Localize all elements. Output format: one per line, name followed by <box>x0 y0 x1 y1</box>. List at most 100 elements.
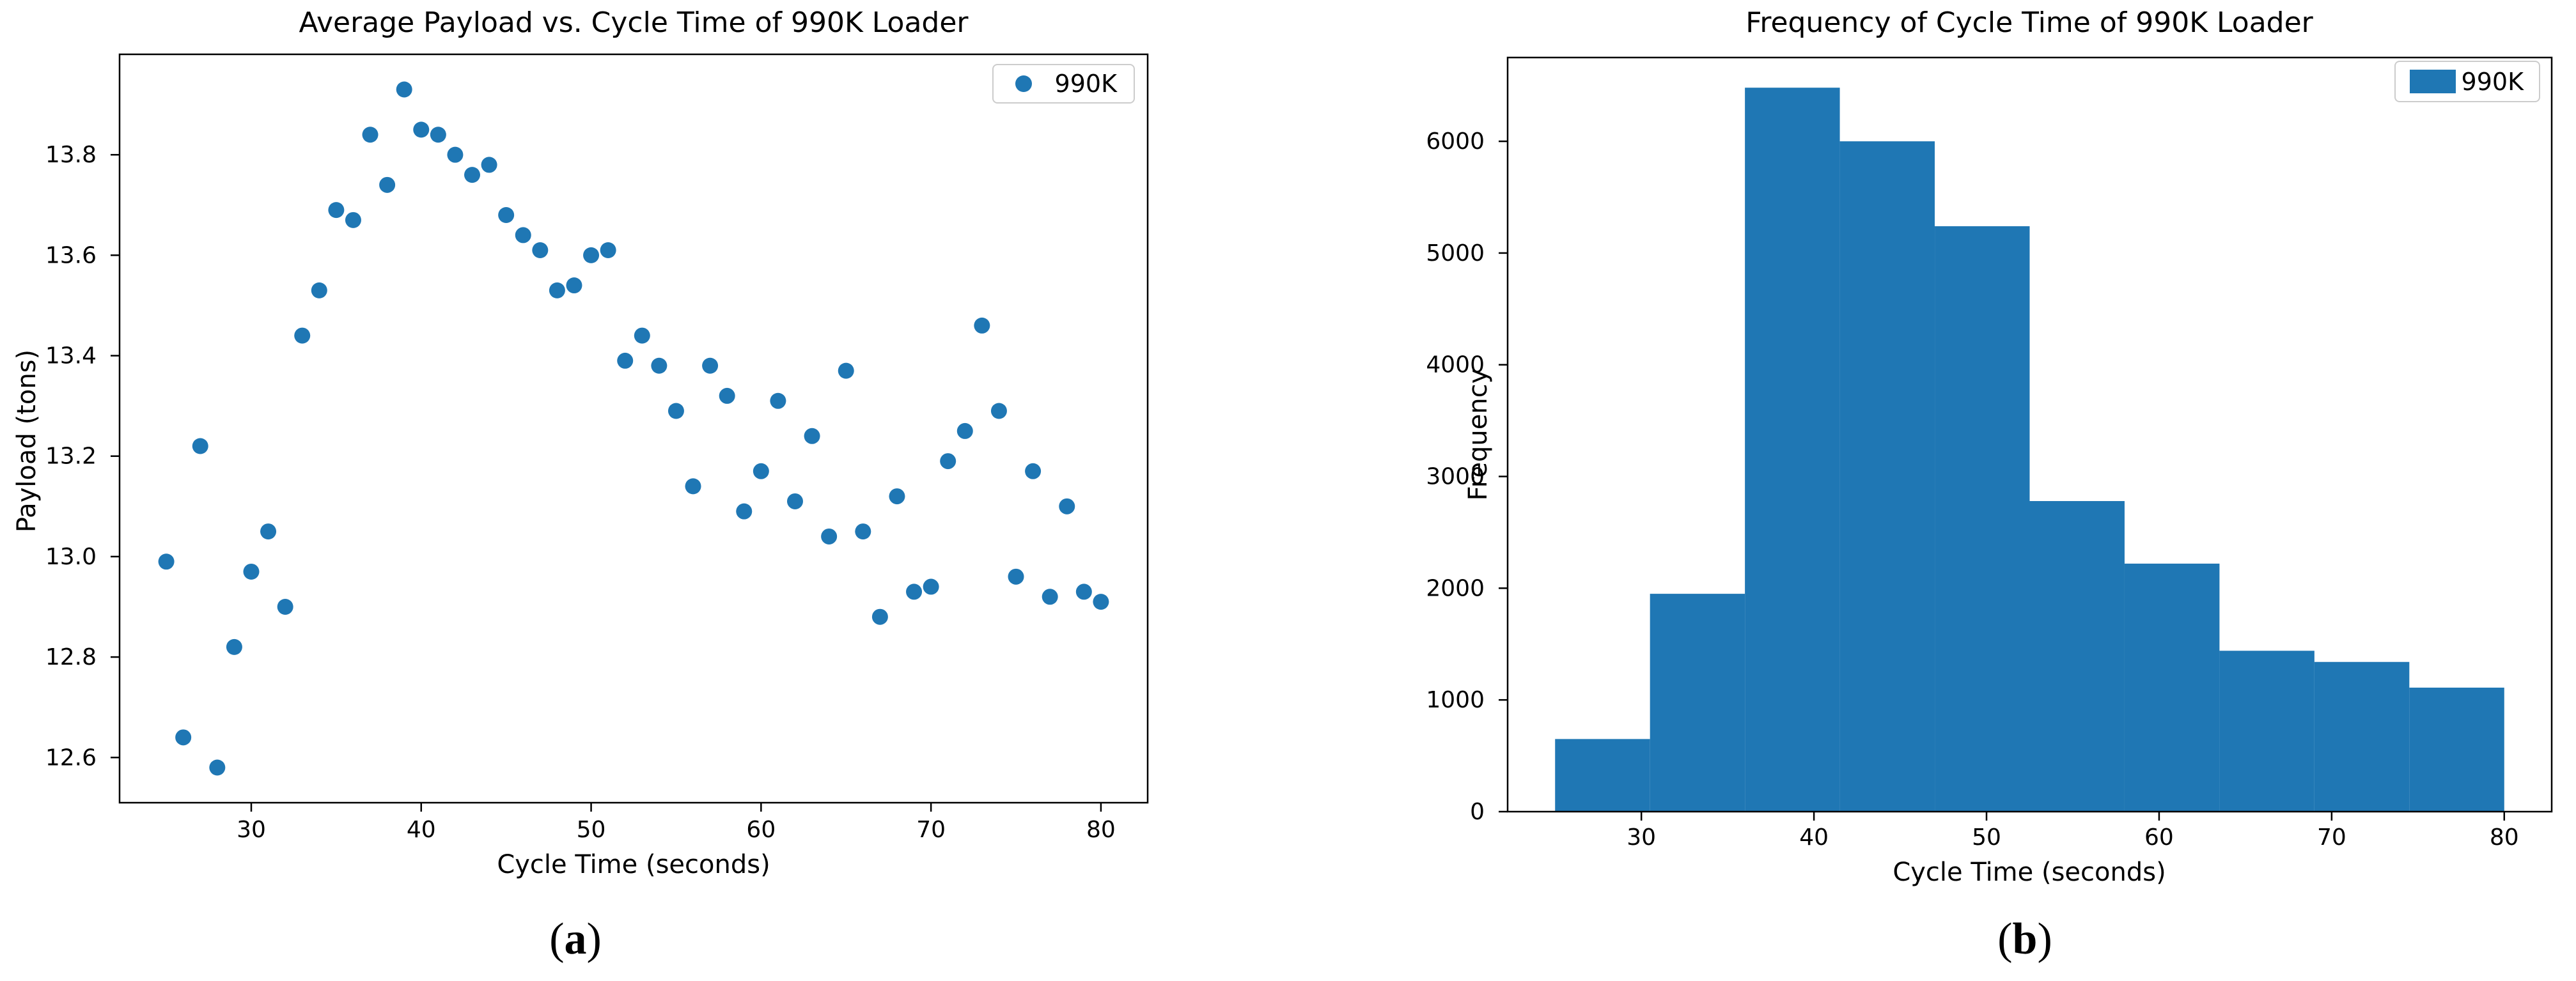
x-tick-label: 30 <box>237 817 266 843</box>
scatter-point <box>532 242 549 259</box>
x-tick-label: 60 <box>746 817 776 843</box>
scatter-point <box>804 428 820 444</box>
scatter-point <box>158 553 175 570</box>
caption-paren: ) <box>2037 915 2052 964</box>
scatter-point <box>209 759 226 776</box>
scatter-point <box>379 176 396 193</box>
histogram-xaxis-label: Cycle Time (seconds) <box>1893 858 2166 887</box>
scatter-point <box>396 81 412 98</box>
y-tick-label: 13.2 <box>45 444 97 470</box>
hist-bar <box>1555 739 1650 812</box>
scatter-point <box>260 523 277 540</box>
caption-a: (a) <box>549 914 602 965</box>
scatter-point <box>277 598 293 615</box>
scatter-point <box>889 488 905 505</box>
scatter-point <box>447 146 464 163</box>
y-tick-label: 1000 <box>1426 687 1485 713</box>
x-tick-label: 40 <box>407 817 436 843</box>
scatter-xaxis-label: Cycle Time (seconds) <box>497 850 770 879</box>
scatter-point <box>328 202 345 219</box>
x-tick-label: 50 <box>1972 824 2001 851</box>
y-tick-label: 13.6 <box>45 242 97 268</box>
histogram-plot-border <box>1506 56 2553 813</box>
scatter-point <box>956 422 973 439</box>
scatter-point <box>481 157 497 173</box>
scatter-point <box>345 212 361 228</box>
legend-label: 990K <box>2461 67 2524 96</box>
caption-letter: b <box>2012 915 2038 964</box>
hist-bar <box>1650 594 1745 812</box>
scatter-point <box>226 638 242 655</box>
y-tick-label: 13.0 <box>45 544 97 570</box>
scatter-point <box>736 503 753 520</box>
histogram-legend: 990K <box>2394 61 2540 102</box>
caption-paren: ) <box>586 915 602 964</box>
scatter-point <box>770 392 786 409</box>
scatter-point <box>175 729 192 746</box>
scatter-legend: 990K <box>992 64 1135 104</box>
hist-bar <box>1839 141 1935 812</box>
hist-bar <box>2124 563 2220 812</box>
x-tick-label: 80 <box>1086 817 1116 843</box>
hist-bar <box>2314 661 2410 812</box>
scatter-point <box>617 352 634 369</box>
caption-b: (b) <box>1997 914 2052 965</box>
x-tick-label: 80 <box>2490 824 2519 851</box>
scatter-point <box>243 563 260 580</box>
hist-bar <box>2409 687 2504 812</box>
x-tick-label: 30 <box>1627 824 1656 851</box>
scatter-plot-border <box>118 53 1149 804</box>
scatter-point <box>651 357 667 374</box>
scatter-point <box>1059 498 1075 514</box>
scatter-point <box>871 608 888 625</box>
scatter-point <box>1093 594 1109 610</box>
x-tick-label: 70 <box>916 817 946 843</box>
caption-letter: a <box>564 915 587 964</box>
y-tick-label: 3000 <box>1426 464 1485 490</box>
x-tick-label: 70 <box>2317 824 2346 851</box>
scatter-point <box>294 327 311 344</box>
hist-bar <box>2219 651 2314 812</box>
scatter-point <box>702 357 719 374</box>
caption-paren: ( <box>549 915 565 964</box>
scatter-point <box>1075 583 1092 600</box>
scatter-point <box>634 327 650 344</box>
scatter-point <box>753 463 769 479</box>
scatter-point <box>855 523 871 540</box>
y-tick-label: 12.6 <box>45 745 97 771</box>
legend-circle-marker-icon <box>1015 75 1032 92</box>
y-tick-label: 12.8 <box>45 644 97 670</box>
scatter-point <box>838 362 854 379</box>
scatter-point <box>786 493 803 509</box>
scatter-point <box>362 127 379 143</box>
x-tick-label: 60 <box>2144 824 2174 851</box>
caption-paren: ( <box>1997 915 2013 964</box>
scatter-point <box>1042 589 1058 605</box>
legend-label: 990K <box>1054 70 1117 98</box>
scatter-point <box>821 528 838 545</box>
y-tick-label: 13.4 <box>45 343 97 369</box>
scatter-point <box>515 227 531 243</box>
scatter-point <box>1025 463 1042 479</box>
hist-bar <box>1935 226 2030 812</box>
scatter-point <box>685 478 701 495</box>
y-tick-label: 2000 <box>1426 575 1485 601</box>
scatter-title: Average Payload vs. Cycle Time of 990K L… <box>299 6 969 39</box>
scatter-point <box>583 247 600 263</box>
y-tick-label: 13.8 <box>45 142 97 168</box>
x-tick-label: 40 <box>1799 824 1829 851</box>
scatter-point <box>549 282 565 298</box>
scatter-yaxis-label: Payload (tons) <box>12 349 42 533</box>
scatter-point <box>923 578 939 595</box>
scatter-point <box>990 403 1007 419</box>
hist-bar <box>1745 88 1840 812</box>
scatter-point <box>940 453 956 470</box>
y-tick-label: 4000 <box>1426 352 1485 378</box>
scatter-point <box>974 317 990 334</box>
scatter-point <box>192 438 208 454</box>
y-tick-label: 0 <box>1470 799 1485 825</box>
scatter-point <box>600 242 616 259</box>
y-tick-label: 6000 <box>1426 128 1485 155</box>
